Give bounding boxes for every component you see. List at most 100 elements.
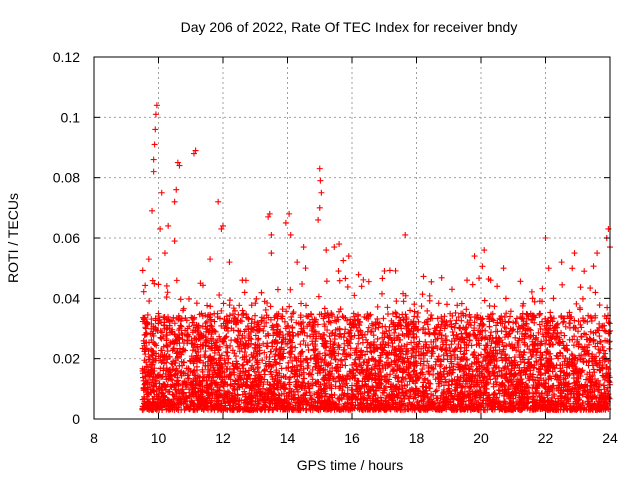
data-point	[185, 375, 192, 382]
data-point	[273, 369, 280, 376]
data-point	[250, 366, 257, 373]
data-point	[220, 300, 227, 307]
data-point	[418, 303, 425, 310]
data-point	[161, 322, 168, 329]
data-point	[426, 297, 433, 304]
data-point	[158, 335, 165, 342]
data-point	[481, 297, 488, 304]
data-point	[391, 351, 398, 358]
data-point	[581, 384, 588, 391]
data-point	[204, 371, 211, 378]
data-point	[322, 400, 329, 407]
data-point	[258, 379, 265, 386]
data-point	[423, 384, 430, 391]
data-point	[392, 267, 399, 274]
data-point	[185, 331, 192, 338]
data-point	[590, 366, 597, 373]
data-point	[282, 340, 289, 347]
data-point	[388, 396, 395, 403]
data-point	[375, 371, 382, 378]
data-point	[253, 358, 260, 365]
data-point	[561, 332, 568, 339]
data-point	[221, 369, 228, 376]
grid-lines	[94, 57, 610, 419]
data-point	[546, 373, 553, 380]
data-point	[364, 348, 371, 355]
data-point	[312, 335, 319, 342]
data-point	[393, 357, 400, 364]
data-point	[279, 306, 286, 313]
data-point	[289, 324, 296, 331]
data-point	[473, 389, 480, 396]
data-point	[556, 336, 563, 343]
data-point	[606, 339, 613, 346]
data-point	[438, 313, 445, 320]
data-point	[157, 334, 164, 341]
data-point	[225, 327, 232, 334]
data-point	[208, 345, 215, 352]
data-point	[580, 315, 587, 322]
data-point	[469, 281, 476, 288]
data-point	[375, 358, 382, 365]
data-point	[383, 328, 390, 335]
data-point	[168, 360, 175, 367]
data-point	[330, 341, 337, 348]
data-point	[166, 353, 173, 360]
data-point	[453, 335, 460, 342]
data-point	[210, 373, 217, 380]
data-point	[311, 405, 318, 412]
data-point	[551, 335, 558, 342]
data-point	[377, 394, 384, 401]
data-point	[443, 336, 450, 343]
data-point	[447, 390, 454, 397]
data-point	[358, 347, 365, 354]
data-point	[378, 290, 385, 297]
data-point	[452, 381, 459, 388]
data-point	[223, 333, 230, 340]
data-point	[327, 343, 334, 350]
data-point	[221, 357, 228, 364]
data-point	[444, 322, 451, 328]
data-point	[533, 358, 540, 365]
data-point	[348, 336, 355, 343]
data-point	[353, 351, 360, 358]
data-point	[189, 340, 196, 347]
data-point	[420, 383, 427, 390]
data-point	[585, 312, 592, 319]
data-point	[496, 347, 503, 354]
data-point	[343, 380, 350, 387]
data-point	[577, 284, 584, 291]
data-point	[350, 372, 357, 379]
data-point	[160, 367, 167, 374]
data-point	[599, 322, 606, 329]
data-point	[354, 311, 361, 318]
data-point	[332, 383, 339, 390]
data-point	[524, 394, 531, 401]
data-point	[141, 357, 148, 364]
data-point	[268, 340, 275, 347]
data-point	[248, 302, 255, 309]
data-point	[414, 374, 421, 381]
data-point	[148, 379, 155, 386]
data-point	[264, 330, 271, 337]
data-point	[140, 337, 147, 344]
data-point	[244, 323, 251, 330]
data-point	[307, 333, 314, 340]
data-point	[297, 314, 304, 321]
data-point	[549, 341, 556, 348]
data-point	[430, 371, 437, 378]
data-point	[415, 327, 422, 334]
data-point	[222, 334, 229, 341]
data-point	[567, 314, 574, 321]
data-point	[306, 385, 313, 392]
data-point	[413, 341, 420, 348]
data-point	[195, 348, 202, 355]
data-point	[344, 342, 351, 349]
data-point	[179, 336, 186, 343]
data-point	[476, 275, 483, 282]
data-point	[203, 318, 210, 325]
data-point	[214, 391, 221, 398]
data-point	[322, 366, 329, 373]
data-point	[298, 384, 305, 391]
data-point	[451, 347, 458, 354]
